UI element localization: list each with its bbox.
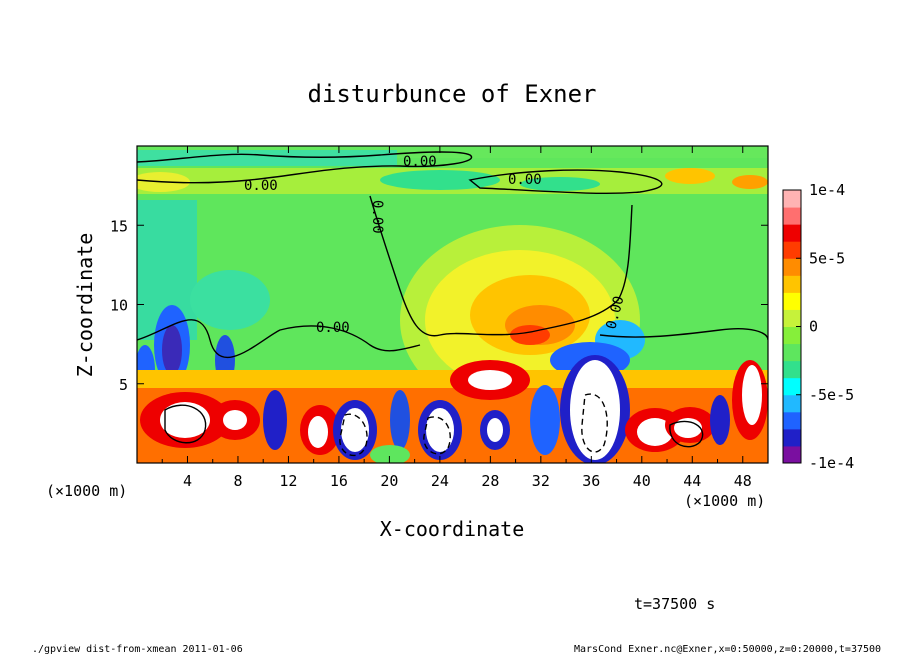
contour-solid-white2 [669, 420, 704, 448]
colorbar: 1e-4 5e-5 0 -5e-5 -1e-4 [782, 181, 854, 472]
contour-label: 0.00 [508, 172, 542, 188]
field-white5 [426, 408, 454, 452]
x-tick-label: 8 [233, 472, 242, 490]
field-cyan-mid2 [520, 177, 600, 191]
contour-zero-upper-right [468, 169, 663, 195]
footer-right: MarsCond_Exner.nc@Exner,x=0:50000,z=0:20… [574, 644, 881, 654]
y-axis: 5 10 15 [110, 217, 768, 394]
colorbar-swatch [783, 445, 801, 464]
colorbar-swatch [783, 394, 801, 413]
x-tick-label: 36 [582, 472, 600, 490]
colorbar-swatch [783, 343, 801, 362]
colorbar-swatch [783, 428, 801, 447]
x-tick-label: 4 [183, 472, 192, 490]
x-tick-label: 40 [633, 472, 651, 490]
x-unit-label-right: (×1000 m) [684, 492, 765, 510]
colorbar-tick-label: -5e-5 [809, 386, 854, 404]
field-white11 [742, 365, 762, 425]
field-white2 [223, 410, 247, 430]
contour-dashed-3 [581, 393, 608, 453]
field-green-bottom [370, 445, 410, 463]
field-white10 [674, 418, 702, 438]
contour-dashed-1 [339, 413, 368, 457]
colorbar-swatch [783, 224, 801, 242]
colorbar-swatch [783, 292, 801, 310]
colorbar-swatch [783, 258, 801, 276]
field-white1 [160, 402, 210, 438]
contour-zero-dome [369, 195, 633, 337]
colorbar-swatch [783, 207, 801, 225]
colorbar-swatch [783, 309, 801, 327]
contour-label: 0.00 [369, 200, 385, 234]
chart-title: disturbunce of Exner [308, 80, 597, 108]
colorbar-tick-label: -1e-4 [809, 454, 854, 472]
contour-dashed-2 [423, 416, 451, 455]
x-tick-label: 28 [481, 472, 499, 490]
contour-zero-right [599, 328, 768, 341]
x-tick-label: 20 [380, 472, 398, 490]
colorbar-swatch [783, 360, 801, 379]
colorbar-tick-label: 5e-5 [809, 249, 845, 267]
field-white6 [468, 370, 512, 390]
y-tick-label: 10 [110, 297, 128, 315]
field-cyan-mid [380, 170, 500, 190]
x-tick-label: 48 [734, 472, 752, 490]
colorbar-swatch [783, 275, 801, 293]
field-white3 [308, 416, 328, 448]
y-tick-label: 15 [110, 217, 128, 235]
colorbar-swatch [783, 411, 801, 430]
y-axis-label: Z-coordinate [73, 233, 97, 378]
x-tick-label: 16 [330, 472, 348, 490]
contour-label: 0.00 [244, 178, 278, 194]
colorbar-swatch [783, 326, 801, 345]
colorbar-tick-label: 1e-4 [809, 181, 845, 199]
contour-label: 0.00 [316, 320, 350, 336]
x-tick-label: 12 [279, 472, 297, 490]
field-white8 [570, 360, 620, 460]
contour-label: 0.00 [403, 154, 437, 170]
x-axis: 4 8 12 16 20 24 28 32 36 40 44 48 [161, 146, 752, 490]
field-band-cyan-top [137, 150, 397, 166]
colorbar-swatch [783, 377, 801, 396]
field-white7 [487, 418, 503, 442]
footer-left: ./gpview_dist-from-xmean 2011-01-06 [32, 644, 243, 654]
contour-solid-white1 [164, 404, 207, 444]
contour-zero-top [137, 151, 473, 184]
plot-area [137, 146, 768, 463]
colorbar-swatch [783, 241, 801, 259]
field-blue-low3 [390, 390, 410, 450]
field-blue-low6 [530, 385, 560, 455]
field-blue-low8 [710, 395, 730, 445]
x-tick-label: 44 [683, 472, 701, 490]
x-unit-label-left: (×1000 m) [46, 482, 127, 500]
colorbar-swatch [783, 190, 801, 208]
field-blue-low1 [263, 390, 287, 450]
x-tick-label: 24 [431, 472, 449, 490]
field-left-cyan2 [190, 270, 270, 330]
colorbar-tick-label: 0 [809, 318, 818, 336]
field-white4 [341, 408, 369, 452]
contour-zero-low [137, 319, 421, 358]
x-tick-label: 32 [532, 472, 550, 490]
time-label: t=37500 s [634, 595, 715, 613]
field-warm-core2 [510, 325, 550, 345]
field-orange-right2 [732, 175, 768, 189]
field-left-purple [162, 325, 182, 375]
y-tick-label: 5 [119, 376, 128, 394]
field-white9 [637, 418, 673, 446]
field-orange-right [665, 168, 715, 184]
x-axis-label: X-coordinate [380, 517, 525, 541]
